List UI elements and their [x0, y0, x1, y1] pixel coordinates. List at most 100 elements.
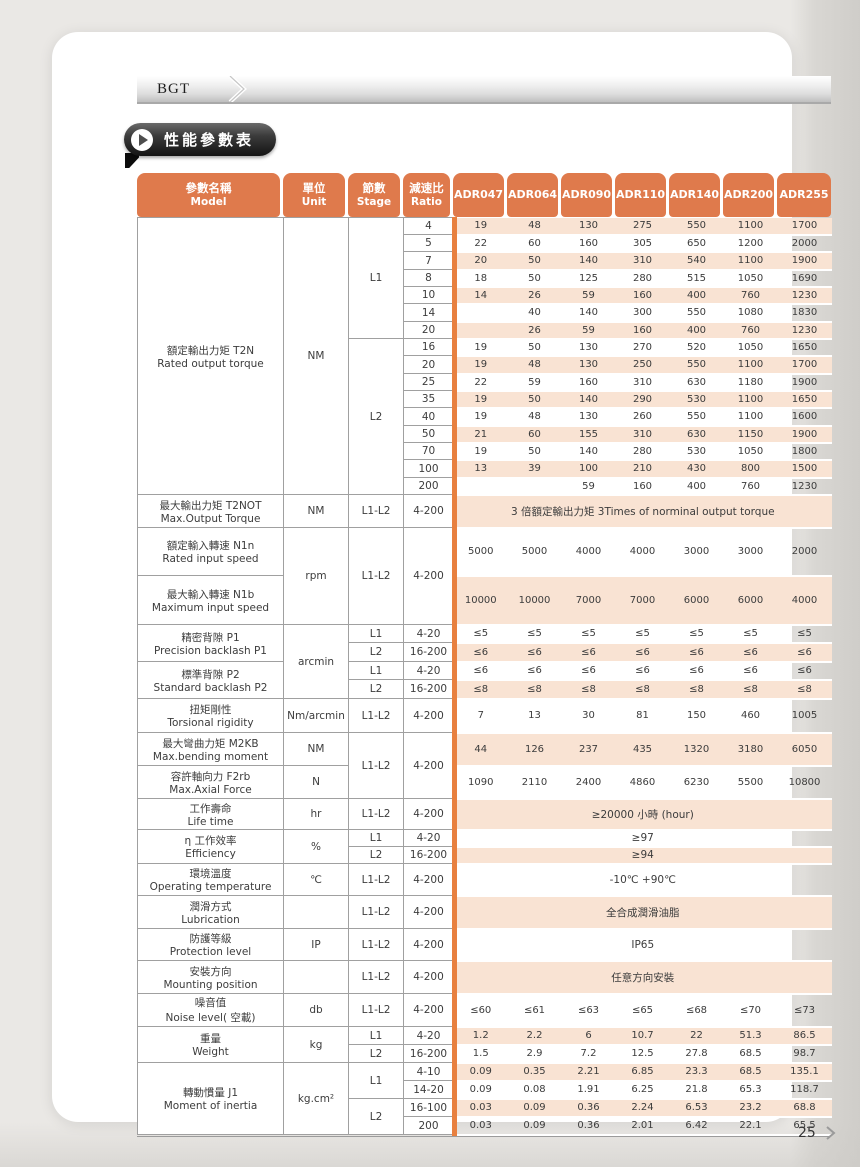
value-cell: 50 [507, 338, 562, 357]
value-cell: 210 [615, 459, 670, 479]
play-icon [131, 128, 153, 151]
value-cell: ≤6 [777, 642, 832, 663]
ratio-cell: 4-200 [403, 798, 454, 830]
value-cell: 130 [561, 355, 616, 375]
value-cell: 275 [615, 217, 670, 236]
value-cell: ≤68 [669, 993, 724, 1028]
value-cell: 50 [507, 390, 562, 409]
header-zh: 節數 [362, 181, 386, 196]
value-cell: 310 [615, 251, 670, 271]
unit-cell: db [283, 993, 349, 1027]
value-cell: 400 [669, 477, 724, 496]
value-cell: 48 [507, 217, 562, 236]
value-cell: 1830 [777, 303, 832, 323]
value-cell: 1650 [777, 390, 832, 409]
value-cell: 1050 [723, 442, 778, 461]
param-name-zh: 最大輸入轉速 N1b [166, 588, 255, 601]
value-cell: 68.5 [723, 1062, 778, 1082]
value-cell: 1900 [777, 373, 832, 392]
value-cell: 1180 [723, 373, 778, 392]
ratio-cell: 4-200 [403, 928, 454, 961]
stage-cell: L2 [348, 846, 404, 864]
param-name-en: Moment of inertia [163, 1100, 258, 1112]
header-en: Stage [356, 195, 392, 208]
value-cell: 19 [453, 338, 508, 357]
param-name-cell: 額定輸入轉速 N1n Rated input speed [137, 527, 284, 576]
unit-cell: kg [283, 1026, 349, 1063]
value-cell: 305 [615, 234, 670, 253]
page-number: 25 [798, 1125, 816, 1141]
value-cell: 3000 [723, 527, 778, 577]
ratio-cell: 4-10 [403, 1062, 454, 1081]
value-cell: ≤5 [507, 624, 562, 644]
ratio-cell: 16-200 [403, 642, 454, 662]
stage-cell: L2 [348, 1044, 404, 1063]
value-cell: 6.42 [669, 1116, 724, 1136]
value-cell: 530 [669, 390, 724, 409]
header-col-ratio: 減速比 Ratio [403, 173, 450, 217]
stage-cell: L1 [348, 1062, 404, 1099]
ratio-cell: 14-20 [403, 1080, 454, 1099]
spec-table-header: 參數名稱 Model 單位 Unit 節數 Stage 減速比 Ratio ADR047 ADR0… [137, 173, 831, 217]
value-cell: 23.3 [669, 1062, 724, 1082]
stage-cell: L2 [348, 338, 404, 495]
value-cell: 39 [507, 459, 562, 479]
value-cell: 10800 [777, 765, 832, 800]
value-cell: 1005 [777, 698, 832, 734]
value-cell: ≤6 [723, 661, 778, 681]
value-cell: 1200 [723, 234, 778, 253]
value-cell: 140 [561, 442, 616, 461]
param-name-zh: 額定輸出力矩 T2N [166, 344, 255, 357]
unit-cell: arcmin [283, 624, 349, 699]
value-cell: 1.2 [453, 1026, 508, 1046]
value-cell: ≤63 [561, 993, 616, 1028]
catalog-page: BGT 性能參數表 參數名稱 Model 單位 Unit 節數 Stage 減速比 Ratio… [52, 32, 832, 1137]
value-cell: 13 [453, 459, 508, 479]
stage-cell: L1-L2 [348, 928, 404, 961]
value-cell: 19 [453, 407, 508, 427]
param-name-en: Standard backlash P2 [153, 681, 268, 694]
value-cell: 1900 [777, 425, 832, 444]
stage-cell: L1-L2 [348, 698, 404, 733]
ratio-cell: 4-20 [403, 624, 454, 643]
ratio-cell: 4-20 [403, 829, 454, 847]
value-cell: 4860 [615, 765, 670, 800]
value-cell: 2.01 [615, 1116, 670, 1136]
param-name-en: Noise level( 空載) [165, 1012, 256, 1024]
unit-cell: % [283, 829, 349, 864]
value-cell: 160 [615, 477, 670, 496]
value-cell: 86.5 [777, 1026, 832, 1046]
value-cell: 1600 [777, 407, 832, 427]
value-cell: ≤5 [453, 624, 508, 644]
value-cell: ≤6 [669, 661, 724, 681]
value-cell: 10.7 [615, 1026, 670, 1046]
unit-cell: ℃ [283, 863, 349, 896]
value-cell: 760 [723, 286, 778, 305]
value-cell: 5000 [453, 527, 508, 577]
value-cell: 14 [453, 286, 508, 305]
value-cell: 48 [507, 407, 562, 427]
value-cell: 4000 [561, 527, 616, 577]
value-cell: 3180 [723, 732, 778, 767]
value-cell: 237 [561, 732, 616, 767]
orange-divider [452, 217, 457, 1136]
param-name-cell: 潤滑方式 Lubrication [137, 895, 284, 929]
value-cell: 515 [669, 269, 724, 288]
value-cell: ≤8 [561, 679, 616, 700]
value-cell: 430 [669, 459, 724, 479]
value-cell: 280 [615, 269, 670, 288]
value-cell: 0.08 [507, 1080, 562, 1100]
value-cell: 800 [723, 459, 778, 479]
value-cell: 270 [615, 338, 670, 357]
value-cell: 20 [453, 251, 508, 271]
value-cell: 1800 [777, 442, 832, 461]
value-cell: 1100 [723, 407, 778, 427]
value-cell: ≤6 [777, 661, 832, 681]
value-cell [453, 477, 508, 496]
section-title-banner: 性能參數表 [124, 123, 277, 156]
value-cell: 1230 [777, 286, 832, 305]
value-cell: 1050 [723, 338, 778, 357]
value-cell: 40 [507, 303, 562, 323]
ratio-cell: 4-20 [403, 661, 454, 680]
param-name-zh: 最大輸出力矩 T2NOT [159, 499, 262, 512]
